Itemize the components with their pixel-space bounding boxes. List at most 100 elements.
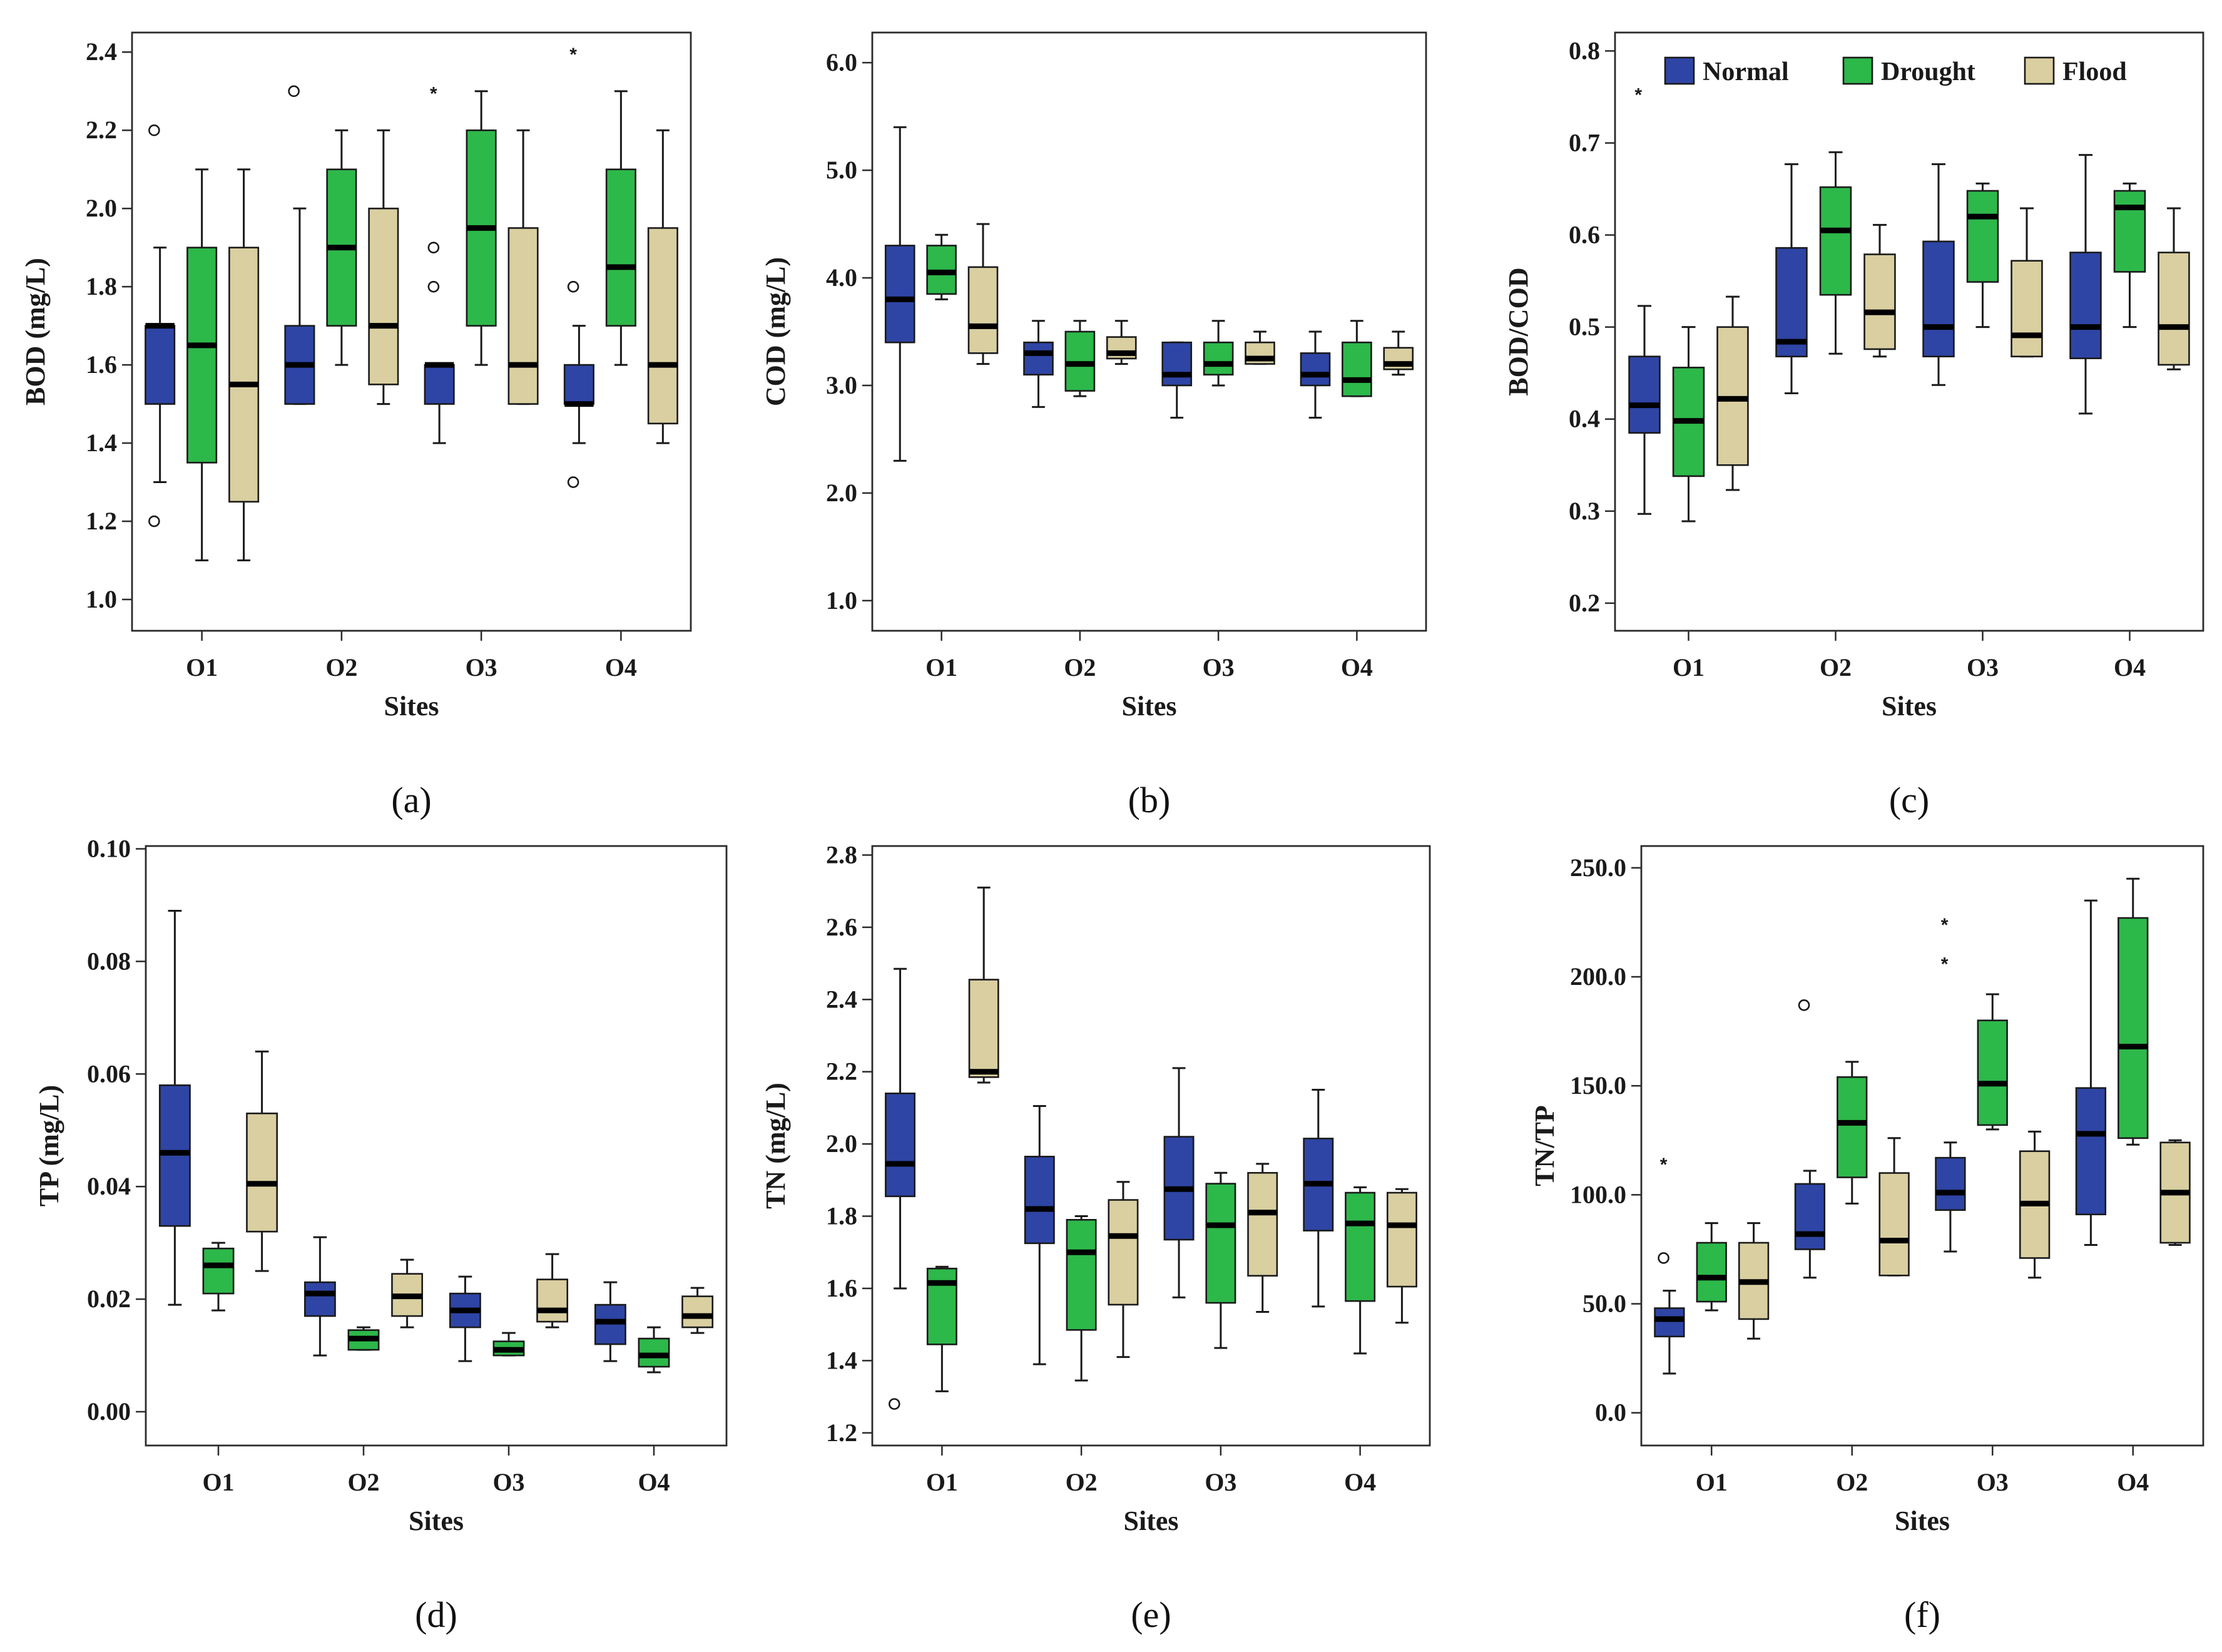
iqr-box [1819,186,1852,296]
y-tick-label: 0.2 [1569,589,1600,617]
y-tick-label: 0.08 [87,947,131,975]
legend-label: Drought [1881,58,1975,86]
iqr-box [926,1267,957,1345]
x-tick-label: O2 [1066,1468,1098,1496]
x-tick-label: O1 [186,653,218,681]
box-drought-O4 [1345,1186,1376,1355]
x-tick-label: O3 [466,653,497,681]
iqr-box [303,1281,336,1317]
box-flood-O4 [681,1287,714,1334]
box-drought-O2 [347,1326,380,1351]
y-tick-label: 0.7 [1569,128,1600,156]
iqr-box [1775,247,1808,358]
x-tick-label: O1 [926,1468,958,1496]
y-tick-label: 1.6 [826,1274,857,1302]
box-flood-O2 [1878,1137,1910,1277]
box-drought-O4 [605,90,636,366]
iqr-box [1696,1242,1727,1303]
iqr-box [1794,1183,1826,1250]
iqr-box [647,227,678,425]
box-drought-O4 [638,1326,670,1374]
iqr-box [605,168,636,327]
plot-frame [131,31,692,632]
iqr-box [2158,252,2190,366]
box-flood-O1 [228,168,260,562]
iqr-box [1966,190,1999,283]
outlier-point [567,280,579,293]
box-normal-O2 [1775,163,1808,395]
box-flood-O4 [2159,1139,2191,1247]
x-axis-label: Sites [384,691,439,721]
plot-frame [145,845,728,1447]
y-tick-label: 2.2 [826,1058,857,1086]
box-flood-O4 [1383,330,1414,376]
iqr-box [563,364,594,405]
x-tick-label: O2 [1836,1468,1868,1496]
extreme-point: * [1941,915,1949,936]
box-drought-O1 [1696,1222,1727,1312]
y-tick-label: 3.0 [826,371,857,399]
box-drought-O2 [1064,320,1096,397]
iqr-box [1878,1172,1910,1277]
iqr-box [1300,352,1331,387]
box-normal-O2 [1794,999,1826,1279]
y-tick-label: 100.0 [1570,1180,1626,1208]
outlier-point [567,476,579,488]
panel-b: 1.0 2.0 3.0 4.0 5.0 6.0 O1 O2 O3 O4 Sites COD (mg/L… [760,31,1427,820]
y-tick-label: 0.02 [87,1285,131,1313]
iqr-box [1108,1199,1139,1306]
iqr-box [2113,190,2146,273]
iqr-box [885,1093,916,1198]
box-normal-O4 [2075,899,2107,1247]
box-flood-O3 [2019,1130,2051,1279]
outlier-point [427,280,440,293]
iqr-box [2069,252,2102,359]
x-tick-label: O4 [2117,1468,2149,1496]
y-axis-label: BOD (mg/L) [20,258,51,405]
y-tick-label: 1.4 [86,429,117,457]
legend-swatch [1664,56,1695,85]
outlier-point [888,1398,900,1410]
y-tick-label: 1.2 [86,507,117,535]
box-drought-O3 [1977,993,2008,1131]
box-flood-O1 [1738,1222,1770,1340]
x-tick-label: O4 [1344,1468,1376,1496]
iqr-box [1935,1156,1966,1211]
y-tick-label: 2.4 [826,985,857,1013]
box-drought-O3 [1203,320,1234,387]
iqr-box [1654,1307,1685,1338]
y-tick-label: 2.0 [86,194,117,222]
y-tick-label: 1.4 [826,1346,857,1374]
outlier-point [1798,999,1810,1011]
box-flood-O1 [246,1050,278,1272]
legend-item-flood: Flood [2024,56,2127,86]
iqr-box [884,245,915,344]
box-drought-O1 [186,168,218,562]
y-tick-label: 2.0 [826,479,857,507]
y-axis-label: BOD/COD [1503,267,1534,395]
box-normal-O3 [1163,1067,1195,1298]
box-flood-O3 [536,1253,569,1328]
y-axis-label: COD (mg/L) [760,257,791,406]
box-normal-O1 [158,909,191,1306]
y-tick-label: 0.3 [1569,497,1600,525]
box-flood-O1 [1716,295,1749,491]
y-tick-label: 0.04 [87,1172,131,1200]
y-tick-label: 0.10 [87,834,131,862]
box-flood-O4 [647,129,678,444]
y-tick-label: 0.06 [87,1059,131,1088]
y-tick-label: 1.0 [86,585,117,613]
outlier-point [427,242,440,253]
box-drought-O3 [466,90,497,366]
box-normal-O1 [145,124,176,528]
box-drought-O2 [1819,151,1852,355]
x-axis-label: Sites [409,1506,464,1536]
x-tick-label: O4 [605,653,637,681]
legend-label: Normal [1703,58,1789,86]
box-normal-O2 [303,1236,336,1357]
y-tick-label: 0.8 [1569,36,1600,64]
panel-label: (b) [1128,780,1171,820]
iqr-box [186,247,218,464]
panel-label: (c) [1889,780,1929,820]
